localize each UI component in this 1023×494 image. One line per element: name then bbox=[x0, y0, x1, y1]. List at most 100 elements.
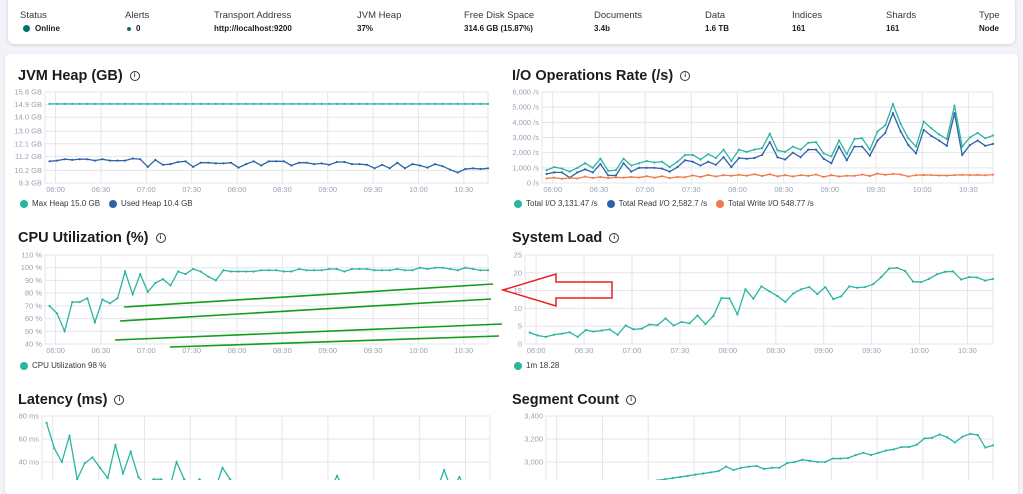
data-point[interactable] bbox=[624, 324, 627, 327]
data-point[interactable] bbox=[313, 102, 316, 105]
data-point[interactable] bbox=[907, 137, 910, 140]
info-icon[interactable]: i bbox=[129, 71, 140, 82]
data-point[interactable] bbox=[124, 270, 127, 273]
data-point[interactable] bbox=[568, 331, 571, 334]
data-point[interactable] bbox=[252, 102, 255, 105]
data-point[interactable] bbox=[761, 153, 764, 157]
legend-item[interactable]: Total Read I/O 2,582.7 /s bbox=[606, 199, 707, 208]
data-point[interactable] bbox=[946, 436, 949, 439]
data-point[interactable] bbox=[753, 148, 756, 151]
data-point[interactable] bbox=[763, 467, 766, 470]
data-point[interactable] bbox=[722, 174, 725, 177]
data-point[interactable] bbox=[784, 158, 787, 161]
data-point[interactable] bbox=[222, 102, 225, 105]
legend-item[interactable]: CPU Utilization 98 % bbox=[20, 361, 106, 370]
data-point[interactable] bbox=[645, 159, 648, 163]
data-point[interactable] bbox=[60, 460, 63, 464]
data-point[interactable] bbox=[244, 102, 248, 105]
data-point[interactable] bbox=[411, 163, 414, 166]
data-point[interactable] bbox=[176, 160, 180, 164]
data-point[interactable] bbox=[214, 102, 217, 105]
data-point[interactable] bbox=[724, 465, 728, 468]
data-point[interactable] bbox=[704, 322, 707, 326]
data-point[interactable] bbox=[365, 267, 369, 271]
data-point[interactable] bbox=[282, 102, 285, 105]
data-point[interactable] bbox=[861, 145, 864, 148]
data-point[interactable] bbox=[884, 124, 887, 127]
data-point[interactable] bbox=[922, 173, 925, 177]
info-icon[interactable]: i bbox=[609, 233, 620, 244]
data-point[interactable] bbox=[691, 153, 694, 157]
data-point[interactable] bbox=[864, 285, 867, 289]
data-point[interactable] bbox=[793, 460, 796, 464]
data-point[interactable] bbox=[192, 102, 195, 105]
data-point[interactable] bbox=[699, 164, 702, 167]
data-point[interactable] bbox=[907, 445, 911, 449]
data-point[interactable] bbox=[915, 443, 918, 446]
data-point[interactable] bbox=[752, 297, 755, 300]
data-point[interactable] bbox=[290, 270, 293, 273]
data-point[interactable] bbox=[139, 102, 142, 105]
data-point[interactable] bbox=[824, 460, 827, 464]
data-point[interactable] bbox=[755, 464, 758, 468]
data-point[interactable] bbox=[267, 269, 270, 272]
data-point[interactable] bbox=[904, 269, 907, 273]
data-point[interactable] bbox=[114, 443, 117, 446]
data-point[interactable] bbox=[45, 421, 48, 424]
data-point[interactable] bbox=[799, 174, 802, 177]
data-point[interactable] bbox=[622, 176, 625, 179]
data-point[interactable] bbox=[545, 172, 548, 175]
data-point[interactable] bbox=[668, 170, 671, 173]
data-point[interactable] bbox=[207, 161, 210, 164]
data-point[interactable] bbox=[260, 102, 263, 105]
data-point[interactable] bbox=[778, 466, 781, 469]
data-point[interactable] bbox=[845, 153, 848, 156]
data-point[interactable] bbox=[837, 145, 841, 148]
data-point[interactable] bbox=[229, 161, 233, 164]
data-point[interactable] bbox=[892, 448, 895, 451]
data-point[interactable] bbox=[129, 450, 132, 453]
data-point[interactable] bbox=[396, 161, 399, 164]
data-point[interactable] bbox=[53, 447, 56, 450]
data-point[interactable] bbox=[599, 162, 602, 166]
data-point[interactable] bbox=[290, 164, 293, 167]
data-point[interactable] bbox=[78, 102, 81, 105]
data-point[interactable] bbox=[418, 102, 422, 105]
data-point[interactable] bbox=[691, 160, 694, 163]
data-point[interactable] bbox=[953, 104, 956, 107]
data-point[interactable] bbox=[969, 432, 972, 435]
data-point[interactable] bbox=[599, 175, 602, 179]
data-point[interactable] bbox=[792, 292, 795, 295]
data-point[interactable] bbox=[137, 475, 140, 479]
data-point[interactable] bbox=[252, 160, 255, 163]
data-point[interactable] bbox=[426, 267, 429, 271]
data-point[interactable] bbox=[891, 172, 895, 175]
data-point[interactable] bbox=[907, 175, 910, 178]
data-point[interactable] bbox=[229, 102, 233, 105]
data-point[interactable] bbox=[433, 266, 437, 269]
data-point[interactable] bbox=[831, 457, 834, 460]
data-point[interactable] bbox=[684, 159, 687, 162]
data-point[interactable] bbox=[914, 145, 918, 148]
data-point[interactable] bbox=[403, 269, 406, 272]
data-point[interactable] bbox=[680, 320, 683, 324]
data-point[interactable] bbox=[471, 167, 474, 170]
data-point[interactable] bbox=[55, 102, 59, 105]
data-point[interactable] bbox=[632, 328, 635, 331]
data-point[interactable] bbox=[614, 176, 617, 179]
data-point[interactable] bbox=[791, 175, 794, 178]
data-point[interactable] bbox=[822, 152, 825, 155]
data-point[interactable] bbox=[884, 173, 887, 176]
data-point[interactable] bbox=[753, 156, 756, 160]
data-point[interactable] bbox=[221, 466, 224, 469]
data-point[interactable] bbox=[891, 112, 895, 115]
data-point[interactable] bbox=[645, 175, 648, 178]
data-point[interactable] bbox=[961, 153, 964, 157]
data-point[interactable] bbox=[984, 446, 987, 449]
data-point[interactable] bbox=[388, 269, 391, 272]
data-point[interactable] bbox=[709, 471, 712, 474]
data-point[interactable] bbox=[576, 335, 579, 338]
data-point[interactable] bbox=[876, 139, 879, 142]
data-point[interactable] bbox=[591, 166, 594, 169]
data-point[interactable] bbox=[78, 300, 81, 304]
